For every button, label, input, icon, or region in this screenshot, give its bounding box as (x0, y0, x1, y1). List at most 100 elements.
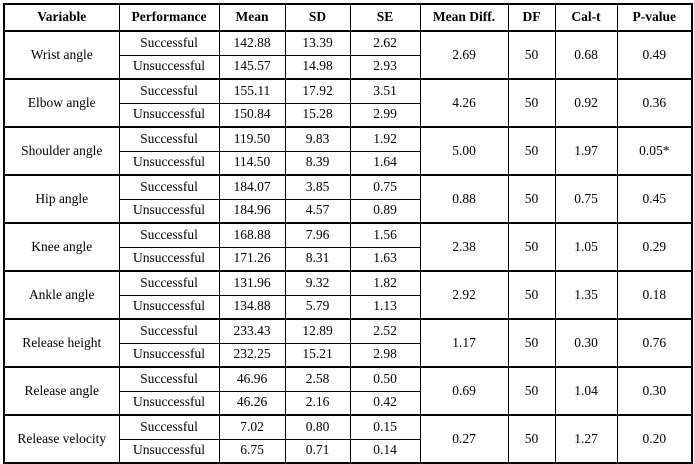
sd-cell: 14.98 (284, 54, 351, 80)
se-cell: 1.56 (349, 222, 421, 248)
table-row-unsuccessful: Unsuccessful 184.96 4.57 0.89 (4, 198, 692, 224)
se-cell: 1.82 (349, 270, 421, 296)
cal-t-cell: 1.04 (554, 366, 618, 416)
performance-cell: Unsuccessful (118, 294, 220, 320)
sd-cell: 2.16 (284, 390, 351, 416)
sd-cell: 7.96 (284, 222, 351, 248)
performance-cell: Unsuccessful (118, 54, 220, 80)
sd-cell: 12.89 (284, 318, 351, 344)
mean-cell: 119.50 (218, 126, 286, 152)
p-value-cell: 0.49 (616, 30, 693, 80)
header-row: Variable Performance Mean SD SE Mean Dif… (3, 3, 693, 32)
mean-cell: 46.26 (218, 390, 286, 416)
mean-cell: 232.25 (218, 342, 286, 368)
mean-diff-cell: 0.27 (419, 414, 509, 464)
table-row-unsuccessful: Unsuccessful 171.26 8.31 1.63 (4, 246, 692, 272)
df-cell: 50 (507, 222, 556, 272)
sd-cell: 17.92 (284, 78, 351, 104)
sd-cell: 15.21 (284, 342, 351, 368)
table-row-unsuccessful: Unsuccessful 134.88 5.79 1.13 (4, 294, 692, 320)
p-value-cell: 0.30 (616, 366, 693, 416)
cal-t-cell: 1.35 (554, 270, 618, 320)
df-cell: 50 (507, 270, 556, 320)
table-row-successful: Ankle angle Successful 131.96 9.32 1.82 2.92 5… (3, 270, 693, 320)
mean-diff-cell: 5.00 (419, 126, 509, 176)
sd-cell: 3.85 (284, 174, 351, 200)
se-cell: 0.14 (349, 438, 421, 464)
mean-cell: 6.75 (218, 438, 286, 464)
variable-cell: Release height (3, 318, 120, 368)
cal-t-cell: 0.92 (554, 78, 618, 128)
sd-cell: 8.39 (284, 150, 351, 176)
table-row-successful: Hip angle Successful 184.07 3.85 0.75 0.88 50 0… (3, 174, 693, 224)
df-cell: 50 (507, 318, 556, 368)
p-value-cell: 0.18 (616, 270, 693, 320)
performance-cell: Successful (118, 222, 220, 248)
variable-cell: Hip angle (3, 174, 120, 224)
se-cell: 0.42 (349, 390, 421, 416)
mean-diff-cell: 0.88 (419, 174, 509, 224)
table-row-unsuccessful: Unsuccessful 150.84 15.28 2.99 (4, 102, 692, 128)
df-cell: 50 (507, 30, 556, 80)
mean-diff-cell: 2.38 (419, 222, 509, 272)
performance-cell: Unsuccessful (118, 246, 220, 272)
table-row-unsuccessful: Unsuccessful 232.25 15.21 2.98 (4, 342, 692, 368)
mean-cell: 142.88 (218, 30, 286, 56)
mean-diff-cell: 2.69 (419, 30, 509, 80)
mean-cell: 155.11 (218, 78, 286, 104)
header-mean: Mean (218, 3, 286, 32)
se-cell: 3.51 (349, 78, 421, 104)
se-cell: 0.50 (349, 366, 421, 392)
variable-cell: Knee angle (3, 222, 120, 272)
se-cell: 1.13 (349, 294, 421, 320)
performance-cell: Unsuccessful (118, 342, 220, 368)
table-row-successful: Elbow angle Successful 155.11 17.92 3.51 4.26… (3, 78, 693, 128)
header-variable: Variable (3, 3, 120, 32)
sd-cell: 9.32 (284, 270, 351, 296)
p-value-cell: 0.29 (616, 222, 693, 272)
sd-cell: 2.58 (284, 366, 351, 392)
mean-diff-cell: 2.92 (419, 270, 509, 320)
table-row-unsuccessful: Unsuccessful 46.26 2.16 0.42 (4, 390, 692, 416)
performance-cell: Successful (118, 270, 220, 296)
sd-cell: 8.31 (284, 246, 351, 272)
mean-cell: 171.26 (218, 246, 286, 272)
cal-t-cell: 0.75 (554, 174, 618, 224)
cal-t-cell: 0.30 (554, 318, 618, 368)
mean-cell: 184.07 (218, 174, 286, 200)
p-value-cell: 0.20 (616, 414, 693, 464)
cal-t-cell: 1.27 (554, 414, 618, 464)
table-row-successful: Release velocity Successful 7.02 0.80 0.15 0.… (3, 414, 693, 464)
p-value-cell: 0.36 (616, 78, 693, 128)
variable-cell: Release velocity (3, 414, 120, 464)
df-cell: 50 (507, 414, 556, 464)
se-cell: 0.75 (349, 174, 421, 200)
se-cell: 1.92 (349, 126, 421, 152)
se-cell: 2.62 (349, 30, 421, 56)
statistics-table: Variable Performance Mean SD SE Mean Dif… (3, 3, 693, 464)
performance-cell: Unsuccessful (118, 438, 220, 464)
cal-t-cell: 1.05 (554, 222, 618, 272)
p-value-cell: 0.76 (616, 318, 693, 368)
mean-cell: 145.57 (218, 54, 286, 80)
table-row-successful: Release angle Successful 46.96 2.58 0.50 0.69… (3, 366, 693, 416)
performance-cell: Successful (118, 30, 220, 56)
mean-cell: 114.50 (218, 150, 286, 176)
performance-cell: Unsuccessful (118, 390, 220, 416)
table-row-unsuccessful: Unsuccessful 145.57 14.98 2.93 (4, 54, 692, 80)
se-cell: 2.99 (349, 102, 421, 128)
table-row-successful: Shoulder angle Successful 119.50 9.83 1.92 5.… (3, 126, 693, 176)
mean-diff-cell: 0.69 (419, 366, 509, 416)
mean-cell: 233.43 (218, 318, 286, 344)
performance-cell: Unsuccessful (118, 150, 220, 176)
variable-cell: Ankle angle (3, 270, 120, 320)
mean-cell: 7.02 (218, 414, 286, 440)
mean-cell: 168.88 (218, 222, 286, 248)
performance-cell: Successful (118, 318, 220, 344)
se-cell: 2.98 (349, 342, 421, 368)
header-cal-t: Cal-t (554, 3, 618, 32)
se-cell: 1.64 (349, 150, 421, 176)
se-cell: 2.93 (349, 54, 421, 80)
sd-cell: 9.83 (284, 126, 351, 152)
